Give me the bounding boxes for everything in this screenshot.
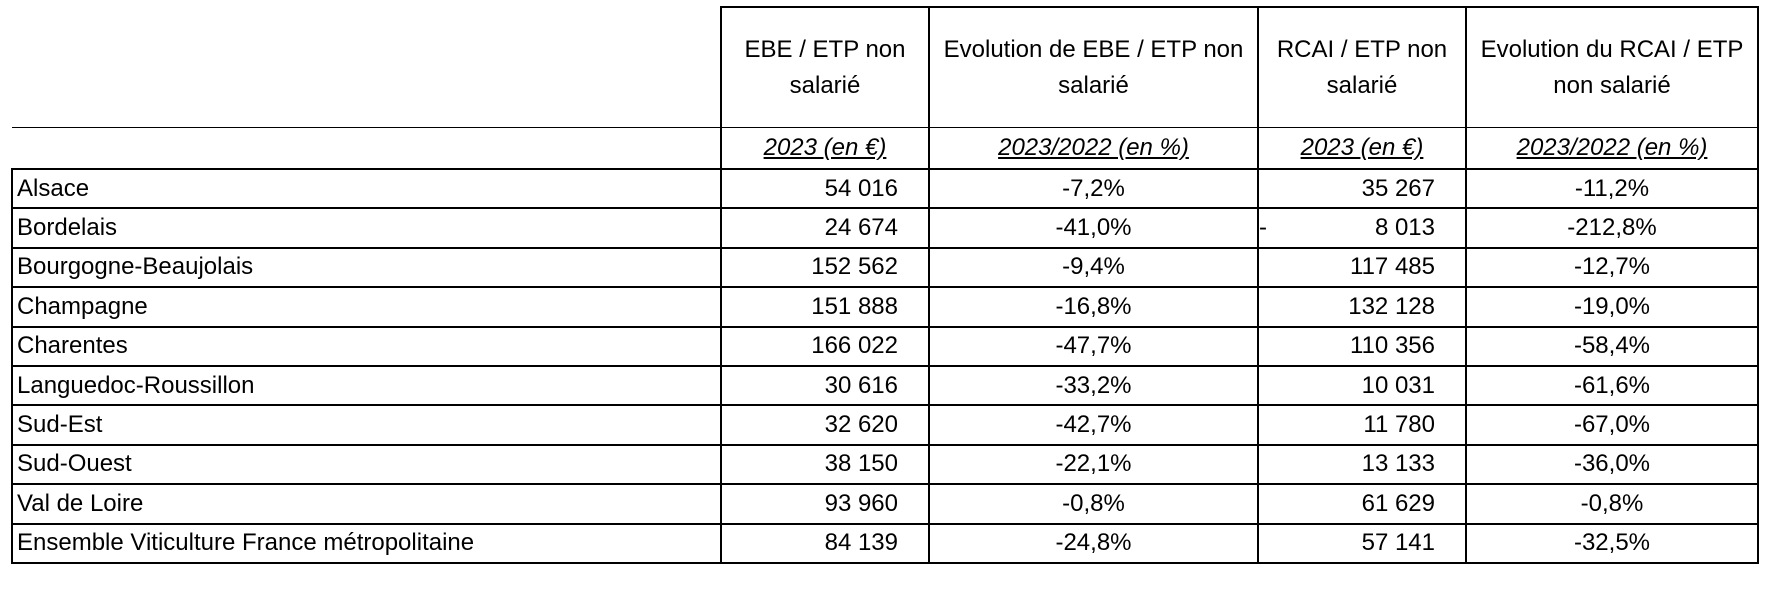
column-subheader: 2023/2022 (en %): [1465, 127, 1759, 170]
column-subheader: 2023 (en €): [720, 127, 930, 170]
table-cell: -11,2%: [1465, 167, 1759, 210]
header-row: EBE / ETP non salarié Evolution de EBE /…: [12, 6, 1759, 128]
row-label: Val de Loire: [11, 483, 722, 525]
table-cell: -33,2%: [928, 364, 1259, 407]
table-cell: 84 139: [720, 522, 930, 564]
table-cell: -0,8%: [928, 483, 1259, 525]
table-row: Languedoc-Roussillon 30 616 -33,2% 10 031 -6…: [11, 364, 1759, 407]
table-cell: 13 133: [1257, 443, 1467, 486]
table-cell: 166 022: [720, 325, 930, 367]
row-label: Alsace: [11, 167, 722, 210]
cell-amount: 8 013: [1374, 214, 1435, 242]
table-cell: -61,6%: [1465, 364, 1759, 407]
table-cell: 132 128: [1257, 286, 1467, 328]
row-label: Sud-Ouest: [11, 443, 722, 486]
table-cell: -212,8%: [1465, 207, 1759, 249]
table-row: Sud-Ouest 38 150 -22,1% 13 133 -36,0%: [11, 443, 1759, 486]
corner-cell: [12, 127, 721, 170]
table-cell: 117 485: [1257, 246, 1467, 289]
row-label: Languedoc-Roussillon: [11, 364, 722, 407]
table-cell: 152 562: [720, 246, 930, 289]
table-row: Bordelais 24 674 -41,0% - 8 013 -212,8%: [11, 207, 1759, 249]
table-cell: -47,7%: [928, 325, 1259, 367]
row-label: Champagne: [11, 286, 722, 328]
table-row: Champagne 151 888 -16,8% 132 128 -19,0%: [11, 286, 1759, 328]
table-cell: 35 267: [1257, 167, 1467, 210]
table-cell: 110 356: [1257, 325, 1467, 367]
row-label: Charentes: [11, 325, 722, 367]
table-cell: -36,0%: [1465, 443, 1759, 486]
table-cell: 57 141: [1257, 522, 1467, 564]
table-row: Val de Loire 93 960 -0,8% 61 629 -0,8%: [11, 483, 1759, 525]
column-header: RCAI / ETP non salarié: [1257, 6, 1467, 128]
table-body: Alsace 54 016 -7,2% 35 267 -11,2% Bordelais 24…: [11, 167, 1759, 564]
column-header: Evolution du RCAI / ETP non salarié: [1465, 6, 1759, 128]
table-cell: -12,7%: [1465, 246, 1759, 289]
table-cell: 93 960: [720, 483, 930, 525]
table-row: Bourgogne-Beaujolais 152 562 -9,4% 117 485-…: [11, 246, 1759, 289]
column-subheader: 2023 (en €): [1257, 127, 1467, 170]
table-cell: 24 674: [720, 207, 930, 249]
table-cell: -0,8%: [1465, 483, 1759, 525]
table-cell: -24,8%: [928, 522, 1259, 564]
table-cell: 11 780: [1257, 404, 1467, 446]
subheader-row: 2023 (en €) 2023/2022 (en %) 2023 (en €)…: [12, 127, 1759, 170]
table-cell: 32 620: [720, 404, 930, 446]
column-header: Evolution de EBE / ETP non salarié: [928, 6, 1259, 128]
table-cell: -42,7%: [928, 404, 1259, 446]
table-cell: 61 629: [1257, 483, 1467, 525]
table-cell: - 8 013: [1257, 207, 1467, 249]
table-cell: -41,0%: [928, 207, 1259, 249]
row-label: Ensemble Viticulture France métropolitai…: [11, 522, 722, 564]
table-row: Charentes 166 022 -47,7% 110 356 -58,4%: [11, 325, 1759, 367]
table-cell: 151 888: [720, 286, 930, 328]
cell-sign: -: [1259, 214, 1267, 242]
table-cell: -7,2%: [928, 167, 1259, 210]
table-row: Alsace 54 016 -7,2% 35 267 -11,2%: [11, 167, 1759, 210]
table-cell: -16,8%: [928, 286, 1259, 328]
table-cell: -19,0%: [1465, 286, 1759, 328]
column-subheader: 2023/2022 (en %): [928, 127, 1259, 170]
column-header: EBE / ETP non salarié: [720, 6, 930, 128]
data-table: EBE / ETP non salarié Evolution de EBE /…: [11, 6, 1759, 564]
table-cell: -32,5%: [1465, 522, 1759, 564]
table-row: Sud-Est 32 620 -42,7% 11 780 -67,0%: [11, 404, 1759, 446]
table-cell: -67,0%: [1465, 404, 1759, 446]
table-cell: -22,1%: [928, 443, 1259, 486]
table-cell: 38 150: [720, 443, 930, 486]
table-row: Ensemble Viticulture France métropolitai…: [11, 522, 1759, 564]
row-label: Bourgogne-Beaujolais: [11, 246, 722, 289]
table-cell: 10 031: [1257, 364, 1467, 407]
table-cell: 54 016: [720, 167, 930, 210]
table-cell: -58,4%: [1465, 325, 1759, 367]
table-cell: -9,4%: [928, 246, 1259, 289]
corner-cell: [12, 7, 721, 128]
table-cell: 30 616: [720, 364, 930, 407]
row-label: Bordelais: [11, 207, 722, 249]
row-label: Sud-Est: [11, 404, 722, 446]
